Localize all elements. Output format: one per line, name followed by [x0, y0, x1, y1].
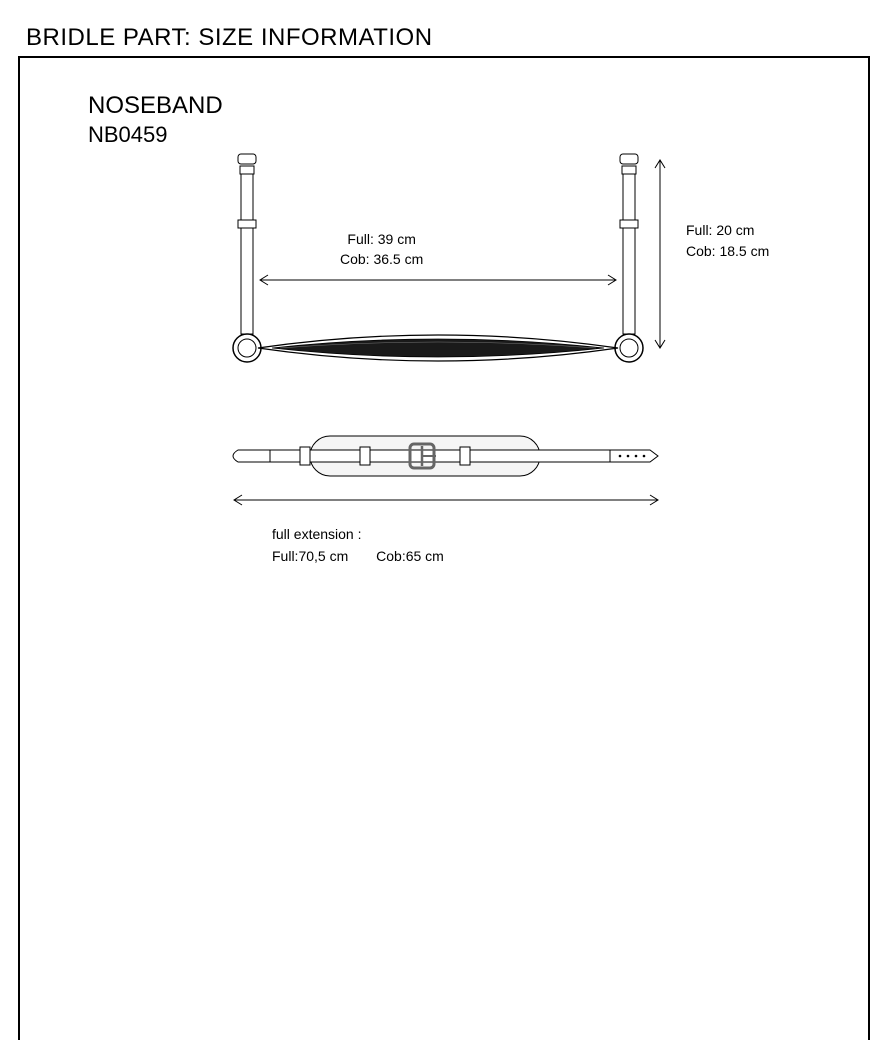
page-title: BRIDLE PART: SIZE INFORMATION	[26, 24, 433, 52]
height-dimension-label: Full: 20 cm Cob: 18.5 cm	[686, 220, 769, 262]
extension-full-label: Full:70,5 cm	[272, 548, 348, 564]
noseband-front-diagram	[180, 150, 740, 390]
part-code: NB0459	[88, 122, 168, 148]
height-cob-label: Cob: 18.5 cm	[686, 243, 769, 259]
extension-dimension-values: Full:70,5 cm Cob:65 cm	[272, 548, 468, 564]
diagram-frame: NOSEBAND NB0459	[18, 56, 870, 1040]
height-full-label: Full: 20 cm	[686, 222, 754, 238]
extension-dimension-title: full extension :	[272, 526, 362, 542]
width-dimension-label: Full: 39 cm Cob: 36.5 cm	[340, 230, 423, 269]
chinstrap-diagram	[210, 428, 690, 568]
extension-cob-label: Cob:65 cm	[376, 548, 444, 564]
width-full-label: Full: 39 cm	[347, 231, 415, 247]
width-cob-label: Cob: 36.5 cm	[340, 251, 423, 267]
part-name: NOSEBAND	[88, 92, 223, 120]
